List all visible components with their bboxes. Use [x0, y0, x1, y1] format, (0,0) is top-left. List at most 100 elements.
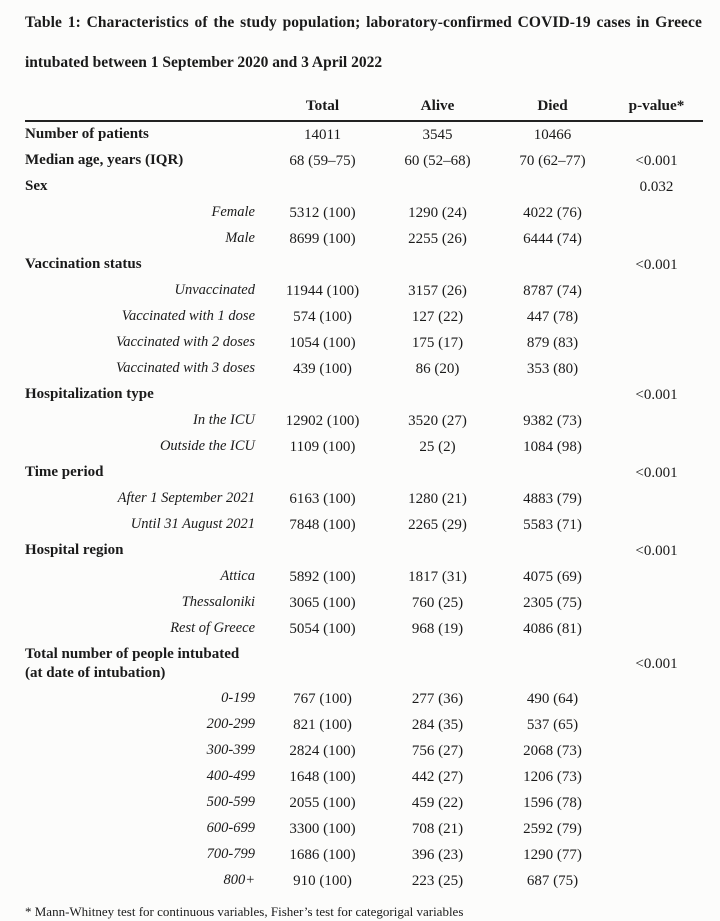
row-label: Until 31 August 2021 [130, 516, 255, 533]
cell-pvalue [610, 200, 703, 226]
table-row: Total number of people intubated (at dat… [25, 642, 703, 686]
cell-pvalue [610, 842, 703, 868]
cell-alive: 60 (52–68) [404, 153, 471, 169]
cell-total: 1054 (100) [289, 335, 356, 351]
row-label: 500-599 [206, 794, 255, 811]
cell-total: 12902 (100) [285, 413, 360, 429]
cell-total: 8699 (100) [289, 231, 356, 247]
table-row: 600-699 3300 (100) 708 (21) 2592 (79) [25, 816, 703, 842]
row-label: Outside the ICU [159, 438, 255, 455]
cell-total [265, 382, 380, 408]
cell-died: 879 (83) [526, 335, 579, 351]
cell-pvalue [610, 564, 703, 590]
row-label: Hospital region [25, 542, 124, 559]
row-label: Vaccinated with 2 doses [116, 334, 255, 351]
cell-pvalue [610, 121, 703, 148]
cell-total: 1648 (100) [289, 769, 356, 785]
cell-total: 5054 (100) [289, 621, 356, 637]
table-caption-line2: intubated between 1 September 2020 and 3… [25, 54, 383, 71]
cell-alive: 3545 [422, 127, 453, 143]
cell-pvalue: <0.001 [635, 153, 678, 169]
cell-died: 4022 (76) [523, 205, 582, 221]
cell-died: 10466 [533, 127, 572, 143]
cell-alive [380, 174, 495, 200]
cell-died: 5583 (71) [523, 517, 582, 533]
study-characteristics-table: Total Alive Died p-value* Number of patient… [25, 97, 703, 894]
cell-died: 70 (62–77) [519, 153, 586, 169]
row-label: Vaccination status [25, 256, 142, 273]
cell-died: 687 (75) [526, 873, 579, 889]
cell-died: 2068 (73) [523, 743, 582, 759]
table-row: Thessaloniki 3065 (100) 760 (25) 2305 (75) [25, 590, 703, 616]
cell-died: 2592 (79) [523, 821, 582, 837]
cell-pvalue: <0.001 [635, 543, 678, 559]
cell-died [495, 538, 610, 564]
cell-alive: 756 (27) [411, 743, 464, 759]
cell-died: 1290 (77) [523, 847, 582, 863]
row-label: Hospitalization type [25, 386, 154, 403]
cell-alive: 277 (36) [411, 691, 464, 707]
cell-pvalue [610, 512, 703, 538]
cell-alive [380, 252, 495, 278]
table-row: Attica 5892 (100) 1817 (31) 4075 (69) [25, 564, 703, 590]
row-label: 600-699 [206, 820, 255, 837]
cell-pvalue [610, 356, 703, 382]
cell-alive [380, 642, 495, 686]
cell-pvalue [610, 790, 703, 816]
table-row: Vaccinated with 2 doses 1054 (100) 175 (17… [25, 330, 703, 356]
table-row: Rest of Greece 5054 (100) 968 (19) 4086 (81… [25, 616, 703, 642]
row-label: 300-399 [206, 742, 255, 759]
table-row: 500-599 2055 (100) 459 (22) 1596 (78) [25, 790, 703, 816]
cell-pvalue: <0.001 [635, 387, 678, 403]
cell-died: 1084 (98) [523, 439, 582, 455]
cell-total: 3300 (100) [289, 821, 356, 837]
cell-pvalue [610, 434, 703, 460]
cell-died [495, 174, 610, 200]
cell-total: 1109 (100) [289, 439, 356, 455]
table-row: Outside the ICU 1109 (100) 25 (2) 1084 (98) [25, 434, 703, 460]
table-row: Vaccinated with 3 doses 439 (100) 86 (20) 3… [25, 356, 703, 382]
table-row: Vaccinated with 1 dose 574 (100) 127 (22) 4… [25, 304, 703, 330]
cell-alive: 25 (2) [419, 439, 456, 455]
cell-alive: 708 (21) [411, 821, 464, 837]
table-caption-line1: Table 1: Characteristics of the study po… [25, 14, 702, 31]
cell-total: 68 (59–75) [289, 153, 356, 169]
cell-alive: 2255 (26) [408, 231, 467, 247]
cell-died [495, 252, 610, 278]
cell-pvalue [610, 764, 703, 790]
row-label: Male [225, 230, 255, 247]
cell-died: 9382 (73) [523, 413, 582, 429]
cell-alive [380, 382, 495, 408]
cell-alive: 396 (23) [411, 847, 464, 863]
table-body: Number of patients 14011 3545 10466 Median a… [25, 121, 703, 894]
cell-total: 1686 (100) [289, 847, 356, 863]
cell-alive: 3157 (26) [408, 283, 467, 299]
cell-pvalue [610, 226, 703, 252]
cell-alive [380, 460, 495, 486]
cell-pvalue [610, 816, 703, 842]
row-label: Vaccinated with 1 dose [121, 308, 255, 325]
cell-pvalue [610, 712, 703, 738]
table-row: Hospital region <0.001 [25, 538, 703, 564]
cell-total [265, 174, 380, 200]
cell-total [265, 252, 380, 278]
cell-alive [380, 538, 495, 564]
cell-pvalue [610, 304, 703, 330]
row-label: 200-299 [206, 716, 255, 733]
table-row: 300-399 2824 (100) 756 (27) 2068 (73) [25, 738, 703, 764]
cell-alive: 760 (25) [411, 595, 464, 611]
row-label: Rest of Greece [170, 620, 255, 637]
cell-total: 5312 (100) [289, 205, 356, 221]
cell-total: 2055 (100) [289, 795, 356, 811]
cell-alive: 1290 (24) [408, 205, 467, 221]
table-row: Unvaccinated 11944 (100) 3157 (26) 8787 (74… [25, 278, 703, 304]
row-label: Thessaloniki [181, 594, 255, 611]
row-label: Sex [25, 178, 48, 195]
row-label: Unvaccinated [174, 282, 255, 299]
row-label: Vaccinated with 3 doses [116, 360, 255, 377]
table-row: Number of patients 14011 3545 10466 [25, 121, 703, 148]
cell-total: 574 (100) [293, 309, 352, 325]
table-header-row: Total Alive Died p-value* [25, 97, 703, 122]
table-row: Hospitalization type <0.001 [25, 382, 703, 408]
